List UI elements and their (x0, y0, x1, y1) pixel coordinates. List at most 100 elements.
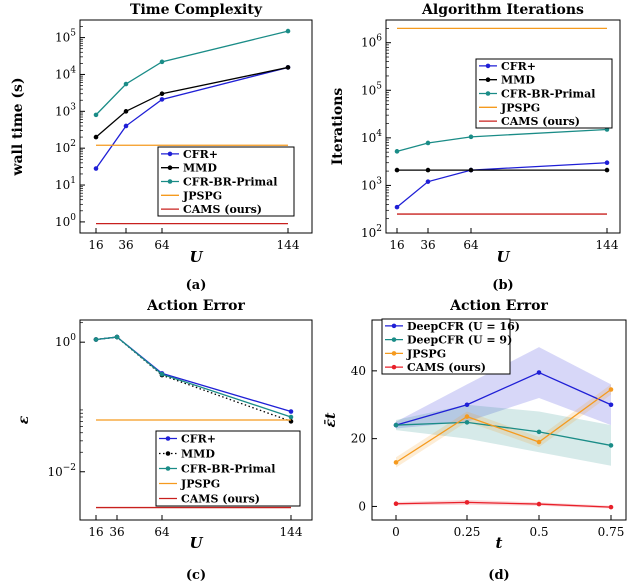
legend-label: JPSPG (500, 101, 540, 114)
series-line-2 (95, 336, 292, 422)
series-4-point (536, 501, 542, 507)
y-tick-label: 100 (55, 333, 76, 349)
series-2-point (123, 109, 129, 114)
series-3-point (159, 59, 165, 65)
subfigure-label: (d) (488, 568, 509, 582)
series-line-3 (395, 388, 612, 463)
y-tick-label: 102 (361, 224, 382, 240)
series-3-point (93, 337, 99, 342)
series-3-point (393, 460, 399, 465)
y-tick-label: 104 (361, 129, 382, 145)
series-2-point (608, 443, 614, 448)
series-3-point (536, 439, 542, 445)
chart-title: Action Error (449, 298, 548, 314)
series-2-point (604, 167, 610, 173)
y-tick-label: 20 (351, 432, 366, 446)
chart-title: Action Error (146, 298, 245, 314)
series-4-point (608, 504, 614, 510)
series-3-point (114, 334, 120, 340)
x-tick-label: 64 (154, 525, 170, 539)
x-tick-label: 16 (88, 525, 103, 539)
legend-box (155, 430, 301, 507)
series-band-2 (396, 404, 611, 466)
series-1-point (93, 166, 99, 171)
legend-box (381, 318, 511, 375)
series-line-3 (95, 336, 292, 418)
series-2-point (159, 91, 165, 97)
x-tick-label: 0.75 (598, 525, 625, 539)
legend-label: MMD (501, 74, 535, 87)
y-axis-label: Iterations (330, 88, 346, 166)
legend-marker (391, 337, 397, 342)
series-1-point (608, 402, 614, 408)
series-3-point (464, 414, 470, 419)
y-tick-label: 100 (55, 213, 76, 229)
x-tick-label: 64 (463, 238, 479, 252)
y-tick-label: 105 (55, 29, 76, 45)
series-3-point (468, 134, 474, 140)
x-tick-label: 144 (280, 525, 303, 539)
series-line-2 (95, 66, 289, 138)
x-tick-label: 0.5 (529, 525, 548, 539)
chart-panel-2: Algorithm Iterations 16 36 64 144 102 103 104 10… (330, 2, 621, 293)
series-3-point (394, 149, 400, 154)
series-band-3 (396, 384, 611, 468)
y-tick-label: 10−2 (47, 463, 76, 479)
y-axis-label: wall time (s) (10, 77, 26, 176)
x-axis-label: U (189, 534, 203, 552)
series-3-point (93, 112, 99, 118)
series-4-point (464, 500, 470, 505)
y-axis-label: ε (16, 415, 32, 424)
legend-label: MMD (181, 448, 215, 461)
x-tick-label: 36 (118, 238, 133, 252)
series-2-point (536, 429, 542, 435)
series-1-point (394, 204, 400, 210)
series-line-3 (396, 128, 608, 152)
series-3-point (123, 81, 129, 87)
legend-label: CFR+ (181, 433, 216, 446)
series-1-point (425, 179, 431, 184)
chart-panel-4: Action Error 0 0.25 0.5 0.75 0 20 40 t ε̄t (d) Deep… (323, 298, 627, 582)
x-tick-label: 36 (109, 525, 124, 539)
series-line-1 (396, 162, 608, 208)
legend-marker (165, 451, 171, 456)
subfigure-label: (c) (186, 568, 206, 582)
legend-label: MMD (183, 162, 217, 175)
legend-box (157, 146, 295, 217)
y-tick-label: 105 (361, 81, 382, 97)
y-tick-label: 103 (361, 176, 382, 192)
series-2-point (464, 420, 470, 425)
x-tick-label: 36 (420, 238, 435, 252)
series-2-point (93, 134, 99, 140)
legend-label: JPSPG (182, 189, 222, 202)
subfigure-label: (b) (492, 278, 513, 293)
legend-label: DeepCFR (U = 9) (407, 334, 512, 347)
y-tick-label: 103 (55, 102, 76, 118)
legend-marker (391, 364, 397, 370)
chart-panel-1: Time Complexity 16 36 64 144 100 101 102 103 104 1… (10, 2, 313, 293)
legend-label: CFR-BR-Primal (181, 463, 275, 476)
series-1-point (536, 370, 542, 375)
series-3-point (288, 414, 294, 420)
legend-marker (167, 151, 173, 157)
series-band-4 (396, 500, 611, 509)
legend-label: JPSPG (406, 347, 446, 360)
series-2-point (394, 167, 400, 173)
legend-marker (167, 179, 173, 184)
legend-label: CFR-BR-Primal (183, 176, 277, 189)
x-tick-label: 144 (277, 238, 300, 252)
x-axis-label: t (496, 534, 503, 552)
series-4-point (393, 501, 399, 507)
legend: DeepCFR (U = 16)DeepCFR (U = 9)JPSPGCAMS… (381, 318, 520, 375)
y-tick-label: 40 (351, 364, 366, 378)
x-axis-label: U (496, 248, 510, 266)
legend-label: CFR+ (501, 60, 536, 73)
x-tick-label: 144 (596, 238, 619, 252)
series-3-point (159, 371, 165, 377)
series-1-point (288, 409, 294, 414)
x-tick-label: 64 (154, 238, 170, 252)
y-tick-label: 106 (361, 34, 382, 50)
y-tick-label: 0 (358, 499, 366, 513)
